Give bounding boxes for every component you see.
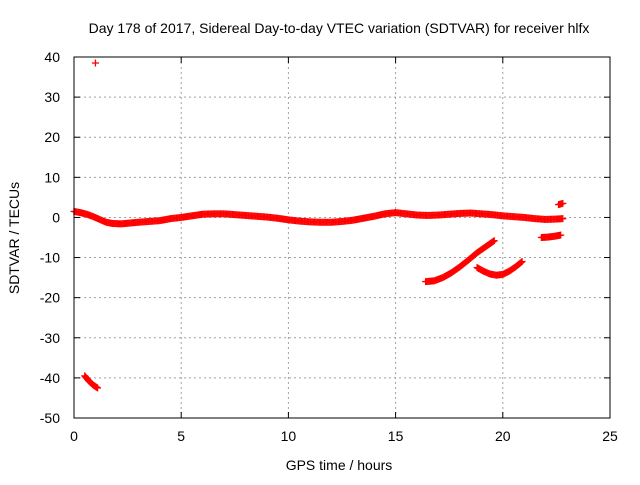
y-tick-label: 40 [44, 49, 60, 65]
x-tick-label: 15 [388, 428, 404, 444]
y-tick-label: 30 [44, 89, 60, 105]
x-tick-label: 5 [177, 428, 185, 444]
data-point [559, 199, 567, 207]
x-tick-labels: 0 5 10 15 20 25 [70, 428, 618, 444]
y-tick-label: -30 [40, 330, 60, 346]
y-tick-label: -10 [40, 250, 60, 266]
x-tick-label: 10 [281, 428, 297, 444]
y-tick-labels: -50 -40 -30 -20 -10 0 10 20 30 40 [40, 49, 60, 426]
y-tick-label: 0 [52, 209, 60, 225]
x-tick-label: 0 [70, 428, 78, 444]
data-point [518, 258, 526, 266]
data-point [94, 384, 102, 392]
y-axis-label: SDTVAR / TECUs [6, 182, 22, 294]
y-tick-label: 10 [44, 169, 60, 185]
chart-title: Day 178 of 2017, Sidereal Day-to-day VTE… [89, 20, 590, 36]
y-tick-label: -50 [40, 410, 60, 426]
data-point [557, 231, 565, 239]
y-tick-label: 20 [44, 129, 60, 145]
data-points [70, 59, 567, 392]
series-outlier-low [81, 372, 102, 392]
series-outlier-high [91, 59, 99, 67]
series-rising-arc [422, 237, 498, 286]
data-point-fill [489, 237, 497, 245]
data-point [490, 237, 498, 245]
series-late-low [537, 231, 565, 241]
series-late-high [555, 199, 567, 209]
axis-ticks [73, 56, 611, 419]
x-axis-label: GPS time / hours [286, 457, 393, 473]
data-point [559, 215, 567, 223]
y-tick-label: -40 [40, 370, 60, 386]
series-main-track [70, 207, 567, 228]
x-tick-label: 25 [602, 428, 618, 444]
series-dip-arc [473, 258, 526, 279]
data-point [91, 59, 99, 67]
data-point-fill [517, 258, 525, 266]
x-tick-label: 20 [495, 428, 511, 444]
plot-frame [73, 56, 611, 419]
y-tick-label: -20 [40, 290, 60, 306]
